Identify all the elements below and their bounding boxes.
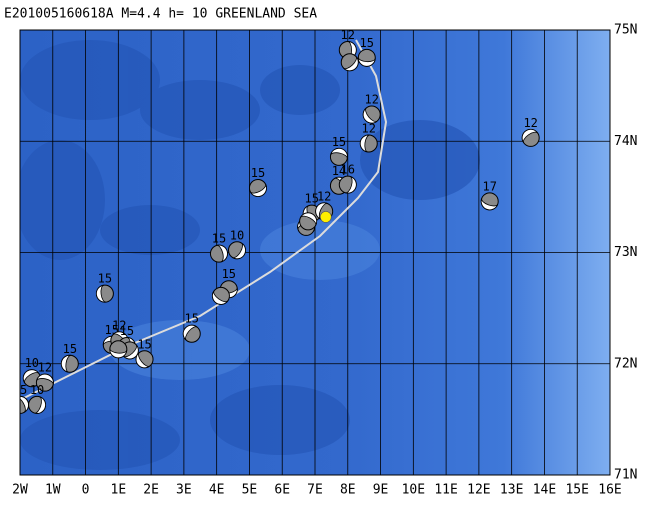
beachball-dilatation [22,369,40,384]
beachball-dilatation [330,147,348,159]
beachball-dilatation [216,244,228,263]
lon-tick-label: 1W [45,483,61,498]
lon-tick-label: 4E [209,483,225,498]
focal-mechanism [60,354,79,373]
lat-tick-label: 75N [614,23,637,38]
focal-mechanism [299,212,318,231]
map-title: E201005160618A M=4.4 h= 10 GREENLAND SEA [4,7,317,22]
depth-label: 15 [212,232,226,246]
depth-label: 15 [332,135,346,149]
focal-mechanism [135,350,154,369]
depth-label: 15 [251,166,265,180]
main-event [320,211,332,223]
beachball-dilatation [182,324,198,341]
focal-mechanism [338,175,357,194]
focal-mechanism [480,192,499,211]
lon-tick-label: 16E [598,483,621,498]
focal-mechanism [35,373,54,392]
beachball-dilatation [135,352,151,369]
depth-label: 12 [523,116,537,130]
lon-tick-label: 2E [143,483,159,498]
lat-tick-label: 72N [614,356,637,371]
lon-tick-label: 5E [242,483,258,498]
focal-mechanism [359,134,378,153]
lon-tick-label: 11E [434,483,457,498]
depth-label: 15 [98,272,112,286]
depth-label: 15 [120,324,134,338]
depth-label: 17 [482,179,496,193]
depth-label: 15 [222,267,236,281]
beachball-dilatation [357,57,376,67]
beachball-dilatation [480,198,499,211]
lon-tick-label: 14E [533,483,556,498]
focal-mechanism [521,128,540,147]
lon-tick-label: 2W [12,483,28,498]
depth-label: 14 [332,164,346,178]
depth-label: 12 [362,121,376,135]
bathymetry [20,40,480,470]
lat-tick-label: 71N [614,468,637,483]
beachball-dilatation [250,183,267,197]
lat-tick-label: 73N [614,245,637,260]
lon-tick-label: 3E [176,483,192,498]
depth-label: 15 [185,312,199,326]
lon-tick-label: 13E [500,483,523,498]
lon-tick-label: 1E [111,483,127,498]
lon-tick-label: 15E [565,483,588,498]
beachball-dilatation [315,202,328,220]
lon-tick-label: 9E [373,483,389,498]
focal-mechanism [357,48,376,67]
focal-mechanism [209,244,228,263]
depth-label: 15 [304,192,318,206]
map-frame [19,29,611,476]
focal-mechanism [95,284,114,303]
focal-mechanism [329,147,348,166]
depth-label: 15 [137,337,151,351]
lon-tick-label: 10E [402,483,425,498]
depth-label: 12 [38,361,52,375]
depth-label: 15 [13,383,27,397]
beachball-dilatation [362,107,378,124]
lon-tick-label: 8E [340,483,356,498]
focal-mechanism [211,286,230,305]
depth-label: 15 [63,342,77,356]
lat-tick-label: 74N [614,134,637,149]
focal-mechanism [340,53,359,72]
depth-label: 10 [25,356,39,370]
depth-label: 10 [230,228,244,242]
focal-mechanism [362,105,381,124]
beachball-dilatation [300,212,317,226]
beachball-dilatation [345,176,357,194]
depth-label: 10 [30,383,44,397]
beachball-dilatation [232,242,246,260]
lon-tick-label: 6E [274,483,290,498]
plate-boundary [20,39,388,401]
lon-tick-label: 12E [467,483,490,498]
depth-label: 16 [341,163,355,177]
focal-mechanism [109,340,128,359]
lon-tick-label: 7E [307,483,323,498]
focal-mechanism [28,395,47,414]
depth-label: 12 [112,318,126,332]
lon-tick-label: 0 [82,483,90,498]
depth-label: 12 [364,93,378,107]
beachball-dilatation [359,134,370,153]
depth-label: 12 [317,189,331,203]
focal-mechanism [227,241,246,260]
depth-label: 15 [360,36,374,50]
focal-mechanism [248,178,267,197]
depth-label: 12 [341,28,355,42]
beachball-dilatation [212,290,229,305]
focal-mechanism [182,324,201,343]
beachball-dilatation [521,129,538,144]
